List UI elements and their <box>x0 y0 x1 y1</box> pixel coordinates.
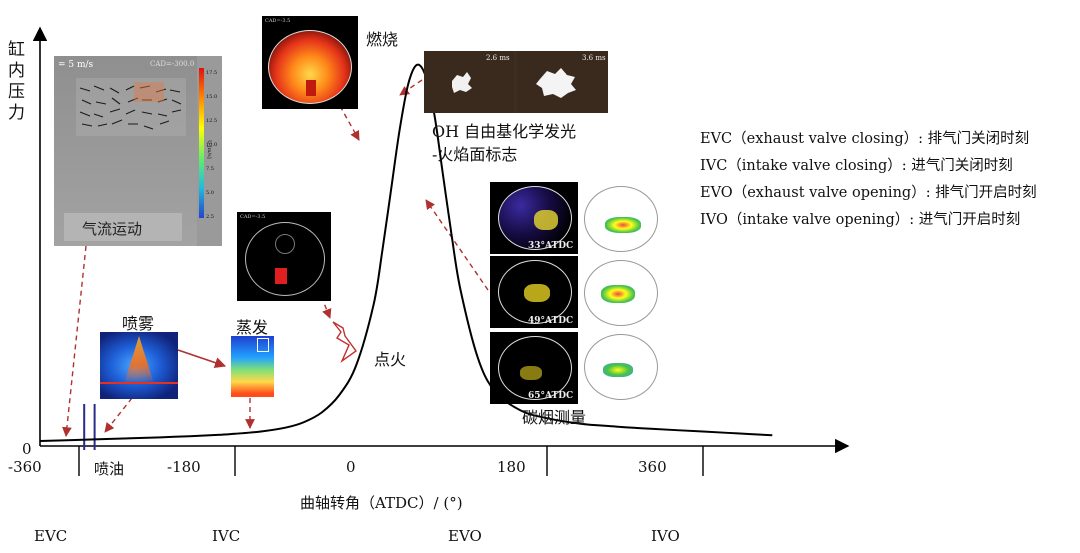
combustion-cad-tag: CAD=-3.5 <box>265 18 291 24</box>
y-axis-label: 缸内压力 <box>8 40 25 123</box>
colorbar-tick: 17.5 <box>206 70 218 76</box>
legend-item-evc: EVC（exhaust valve closing）: 排气门关闭时刻 <box>700 131 1030 147</box>
soot-label-3: 65°ATDC <box>528 391 574 401</box>
spray-image <box>100 332 178 399</box>
marker-label-ivo: IVO <box>651 527 680 545</box>
arrow-spray-evaporation <box>177 349 227 369</box>
x-axis-label: 曲轴转角（ATDC）/ (°) <box>300 494 463 512</box>
x-tick-label: 180 <box>497 458 526 476</box>
pressure-curve <box>39 63 773 442</box>
spray-baseline <box>100 382 178 384</box>
ignition-cylinder <box>245 222 325 296</box>
evaporation-injector <box>257 338 269 352</box>
ignition-image: CAD=-3.5 <box>237 212 331 301</box>
arrow-airflow <box>62 245 87 437</box>
annotation-spray: 喷雾 <box>122 314 155 333</box>
ignition-kernel <box>275 268 287 284</box>
x-tick-label: -180 <box>167 458 201 476</box>
x-tick-label: 0 <box>346 458 356 476</box>
annotation-oh-2: -火焰面标志 <box>432 145 518 164</box>
soot-image: 33°ATDC 49°ATDC 65°ATDC <box>490 182 662 404</box>
airflow-speed-label: = 5 m/s <box>58 60 94 70</box>
airflow-colorbar <box>199 68 204 218</box>
soot-label-1: 33°ATDC <box>528 241 574 251</box>
soot-label-2: 49°ATDC <box>528 316 574 326</box>
colorbar-tick: 7.5 <box>206 166 214 172</box>
arrow-oh <box>399 79 423 96</box>
colorbar-tick: 15.0 <box>206 94 218 100</box>
airflow-cad-label: CAD=-300.0 <box>150 60 195 68</box>
legend-item-ivo: IVO（intake valve opening）: 进气门开启时刻 <box>700 212 1021 228</box>
marker-label-evc: EVC <box>34 527 68 545</box>
oh-image: 2.6 ms 3.6 ms <box>424 51 608 113</box>
colorbar-tick: 10.0 <box>206 142 218 148</box>
soot-frame-1 <box>490 182 578 254</box>
oh-time-1: 2.6 ms <box>486 54 510 62</box>
arrow-soot <box>425 199 489 291</box>
annotation-oh-1: OH 自由基化学发光 <box>432 122 577 141</box>
combustion-core <box>306 80 316 96</box>
legend-item-ivc: IVC（intake valve closing）: 进气门关闭时刻 <box>700 158 1013 174</box>
colorbar-tick: 5.0 <box>206 190 214 196</box>
oh-time-2: 3.6 ms <box>582 54 606 62</box>
airflow-image: = 5 m/s CAD=-300.0 17.5 15.0 12.5 10.0 7… <box>54 56 222 246</box>
legend-item-evo: EVO（exhaust valve opening）: 排气门开启时刻 <box>700 185 1037 201</box>
evaporation-image <box>231 336 274 397</box>
airflow-caption-bar <box>64 213 182 241</box>
colorbar-tick: 12.5 <box>206 118 218 124</box>
x-tick-label: -360 <box>8 458 42 476</box>
marker-label-evo: EVO <box>448 527 482 545</box>
x-tick-label: 360 <box>638 458 667 476</box>
colorbar-unit: U [m/s] <box>206 140 212 159</box>
spray-plume <box>124 336 154 384</box>
annotation-arrows <box>62 79 489 437</box>
legend: EVC（exhaust valve closing）: 排气门关闭时刻 IVC（… <box>700 126 1037 234</box>
ignition-spark-icon <box>332 321 357 364</box>
colorbar-tick: 2.5 <box>206 214 214 220</box>
ignition-valve <box>275 234 295 254</box>
marker-label-ivc: IVC <box>212 527 241 545</box>
ignition-cad-tag: CAD=-3.5 <box>240 214 266 220</box>
annotation-ignition: 点火 <box>374 350 407 369</box>
soot-contour-2 <box>584 260 658 326</box>
combustion-image: CAD=-3.5 <box>262 16 358 109</box>
soot-contour-3 <box>584 334 658 400</box>
annotation-soot: 碳烟测量 <box>522 408 587 427</box>
soot-frame-2 <box>490 256 578 328</box>
y-tick-0: 0 <box>22 440 32 458</box>
oh-flame-shapes <box>452 68 576 98</box>
arrow-spray-injection <box>104 397 133 433</box>
airflow-vector-field <box>76 78 186 136</box>
soot-frame-3 <box>490 332 578 404</box>
annotation-evaporation: 蒸发 <box>236 318 269 337</box>
soot-contour-1 <box>584 186 658 252</box>
annotation-injection: 喷油 <box>94 460 125 478</box>
annotation-combustion: 燃烧 <box>366 30 399 49</box>
annotation-airflow: 气流运动 <box>82 220 143 238</box>
arrow-combustion <box>339 105 360 141</box>
